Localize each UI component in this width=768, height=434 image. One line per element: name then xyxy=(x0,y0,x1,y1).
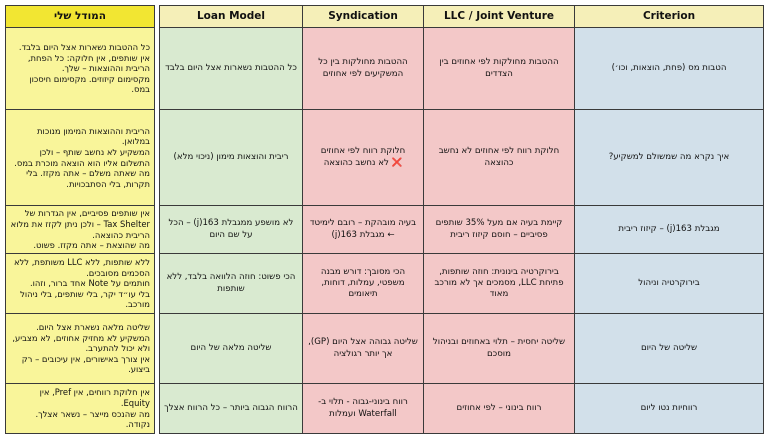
cell-syndication: שליטה גבוהה אצל היום (GP), אך יותר רגולצ… xyxy=(302,313,424,384)
cell-syndication: הכי מסובך: דורש מבנה משפטי, עמלות, דוחות… xyxy=(302,253,424,314)
table-row: כל ההטבות נשארות אצל היום בלבד. אין שותפ… xyxy=(5,27,764,110)
cell-criterion: מגבלת 163(j) – קיזוז ריבית xyxy=(574,205,764,254)
cell-line: חותמים על Note אחד ברור, וזהו. xyxy=(29,278,150,289)
cell-line: אין שותפים, אין חלוקה: כל הפחת, הריבית ו… xyxy=(27,52,150,74)
table-row: אין חלוקת רווחים, אין Pref, אין Equity. … xyxy=(5,383,764,434)
cell-line: אין שותפים פסיביים, אין הגדרות של Tax Sh… xyxy=(10,208,150,240)
cell-loan-model: כל ההטבות נשארות אצל היום בלבד xyxy=(159,27,303,110)
comparison-table: המודל שלי Loan Model Syndication LLC / J… xyxy=(5,5,764,434)
table-row: שליטה מלאה נשארת אצל היום. המשקיע לא מחז… xyxy=(5,313,764,384)
cell-syndication: רווח בינוני-גבוה - תלוי ב-Waterfall ועמל… xyxy=(302,383,424,434)
cell-my-model: אין חלוקת רווחים, אין Pref, אין Equity. … xyxy=(5,383,155,434)
cell-llc: שליטה יחסית – תלוי באחוזים ובניהול מוסכם xyxy=(423,313,575,384)
cell-line: אין חלוקת רווחים, אין Pref, אין Equity. xyxy=(39,387,150,408)
cell-llc: רווח בינוני – לפי אחוזים xyxy=(423,383,575,434)
header-row: המודל שלי Loan Model Syndication LLC / J… xyxy=(5,5,764,28)
cell-syndication: ההטבות מחולקות בין כל המשקיעים לפי אחוזי… xyxy=(302,27,424,110)
cell-criterion: הטבות מס (פחת, הוצאות, וכו׳) xyxy=(574,27,764,110)
cell-my-model: אין שותפים פסיביים, אין הגדרות של Tax Sh… xyxy=(5,205,155,254)
cell-line: המשקיע לא נחשב שותף – ולכן התשלום אליו ה… xyxy=(14,146,150,168)
cell-llc: ההטבות מחולקות לפי אחוזים בין הצדדים xyxy=(423,27,575,110)
cell-loan-model: לא מושפע ממגבלת 163(j) – הכל על שם היום xyxy=(159,205,303,254)
table-row: ללא שותפות, ללא LLC משותפת, ללא הסכמים מ… xyxy=(5,253,764,314)
cell-syndication: חלוקת רווח לפי אחוזים ❌ לא נחשב כהוצאה xyxy=(302,109,424,206)
x-mark-icon: ❌ xyxy=(391,157,403,168)
cell-my-model: כל ההטבות נשארות אצל היום בלבד. אין שותפ… xyxy=(5,27,155,110)
header-my-model: המודל שלי xyxy=(5,5,155,28)
cell-loan-model: הרווח הגבוה ביותר – כל הרווח אצלך xyxy=(159,383,303,434)
header-llc-joint-venture: LLC / Joint Venture xyxy=(423,5,575,28)
cell-line: מה שהוצאת – אתה מקזז. פשוט. xyxy=(33,240,150,251)
table-row: הריבית וההוצאות המימון מנוכות במלואן. המ… xyxy=(5,109,764,206)
cell-loan-model: שליטה מלאה של היום xyxy=(159,313,303,384)
cell-line: מה שהנכס מייצר – נשאר אצלך. נקודה. xyxy=(35,408,150,430)
cell-syndication: בעיה מובהקת – רובם לימיטד ← מגבלת 163(j) xyxy=(302,205,424,254)
cell-line: כל ההטבות נשארות אצל היום בלבד. xyxy=(18,42,150,53)
cell-llc: בירוקרטיה בינונית: חוזה שותפות, פתיחת LL… xyxy=(423,253,575,314)
cell-criterion: רווחיות נטו ליום xyxy=(574,383,764,434)
cell-loan-model: ריבית והוצאות מימון (ניכוי מלא) xyxy=(159,109,303,206)
cell-line: ❌ לא נחשב כהוצאה xyxy=(307,158,419,169)
cell-my-model: ללא שותפות, ללא LLC משותפת, ללא הסכמים מ… xyxy=(5,253,155,314)
table-row: אין שותפים פסיביים, אין הגדרות של Tax Sh… xyxy=(5,205,764,254)
cell-line: מקסימום קיזוזים. מקסימום חיסכון במס. xyxy=(29,73,150,95)
cell-line: ללא שותפות, ללא LLC משותפת, ללא הסכמים מ… xyxy=(13,257,150,278)
cell-loan-model: הכי פשוט: חוזה הלוואה בלבד, ללא שותפות xyxy=(159,253,303,314)
header-syndication: Syndication xyxy=(302,5,424,28)
cell-line: המשקיע לא מחזיק אחוזים, לא מצביע, ולא יכ… xyxy=(12,332,150,354)
cell-line: אין צורך באישורים, אין עיכובים – רק ביצו… xyxy=(21,353,150,375)
cell-llc: חלוקת רווח לפי אחוזים לא נחשב כהוצאה xyxy=(423,109,575,206)
cell-line: הריבית וההוצאות המימון מנוכות במלואן. xyxy=(37,125,150,147)
cell-criterion: בירוקרטיה וניהול xyxy=(574,253,764,314)
cell-line: שליטה מלאה נשארת אצל היום. xyxy=(36,322,150,333)
cell-line: חלוקת רווח לפי אחוזים xyxy=(320,146,406,157)
cell-criterion: איך נקרא מה שמשולם למשקיע? xyxy=(574,109,764,206)
header-loan-model: Loan Model xyxy=(159,5,303,28)
cell-line: מה שאתה משלם – אתה מקזז. בלי תקרות, בלי … xyxy=(26,168,150,189)
cell-llc: קיימת בעיה אם מעל 35% שותפים פסיביים – ח… xyxy=(423,205,575,254)
cell-criterion: שליטה של היום xyxy=(574,313,764,384)
header-criterion: Criterion xyxy=(574,5,764,28)
cell-my-model: הריבית וההוצאות המימון מנוכות במלואן. המ… xyxy=(5,109,155,206)
cell-my-model: שליטה מלאה נשארת אצל היום. המשקיע לא מחז… xyxy=(5,313,155,384)
cell-line: בלי עו״ד יקר, בלי שותפים, בלי ניהול מורכ… xyxy=(20,288,150,310)
cell-text: לא נחשב כהוצאה xyxy=(323,157,389,168)
